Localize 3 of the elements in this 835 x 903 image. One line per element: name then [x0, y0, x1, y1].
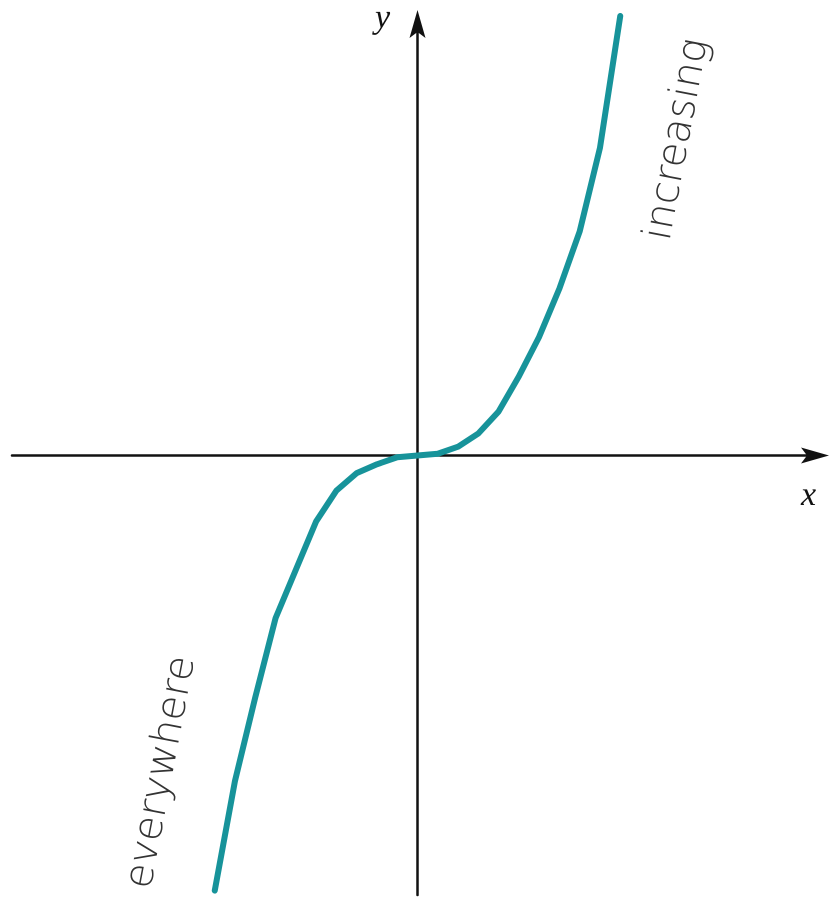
y-axis-title: y [372, 0, 391, 36]
annotation: everywhere [114, 652, 204, 892]
x-axis-title: x [800, 476, 816, 513]
